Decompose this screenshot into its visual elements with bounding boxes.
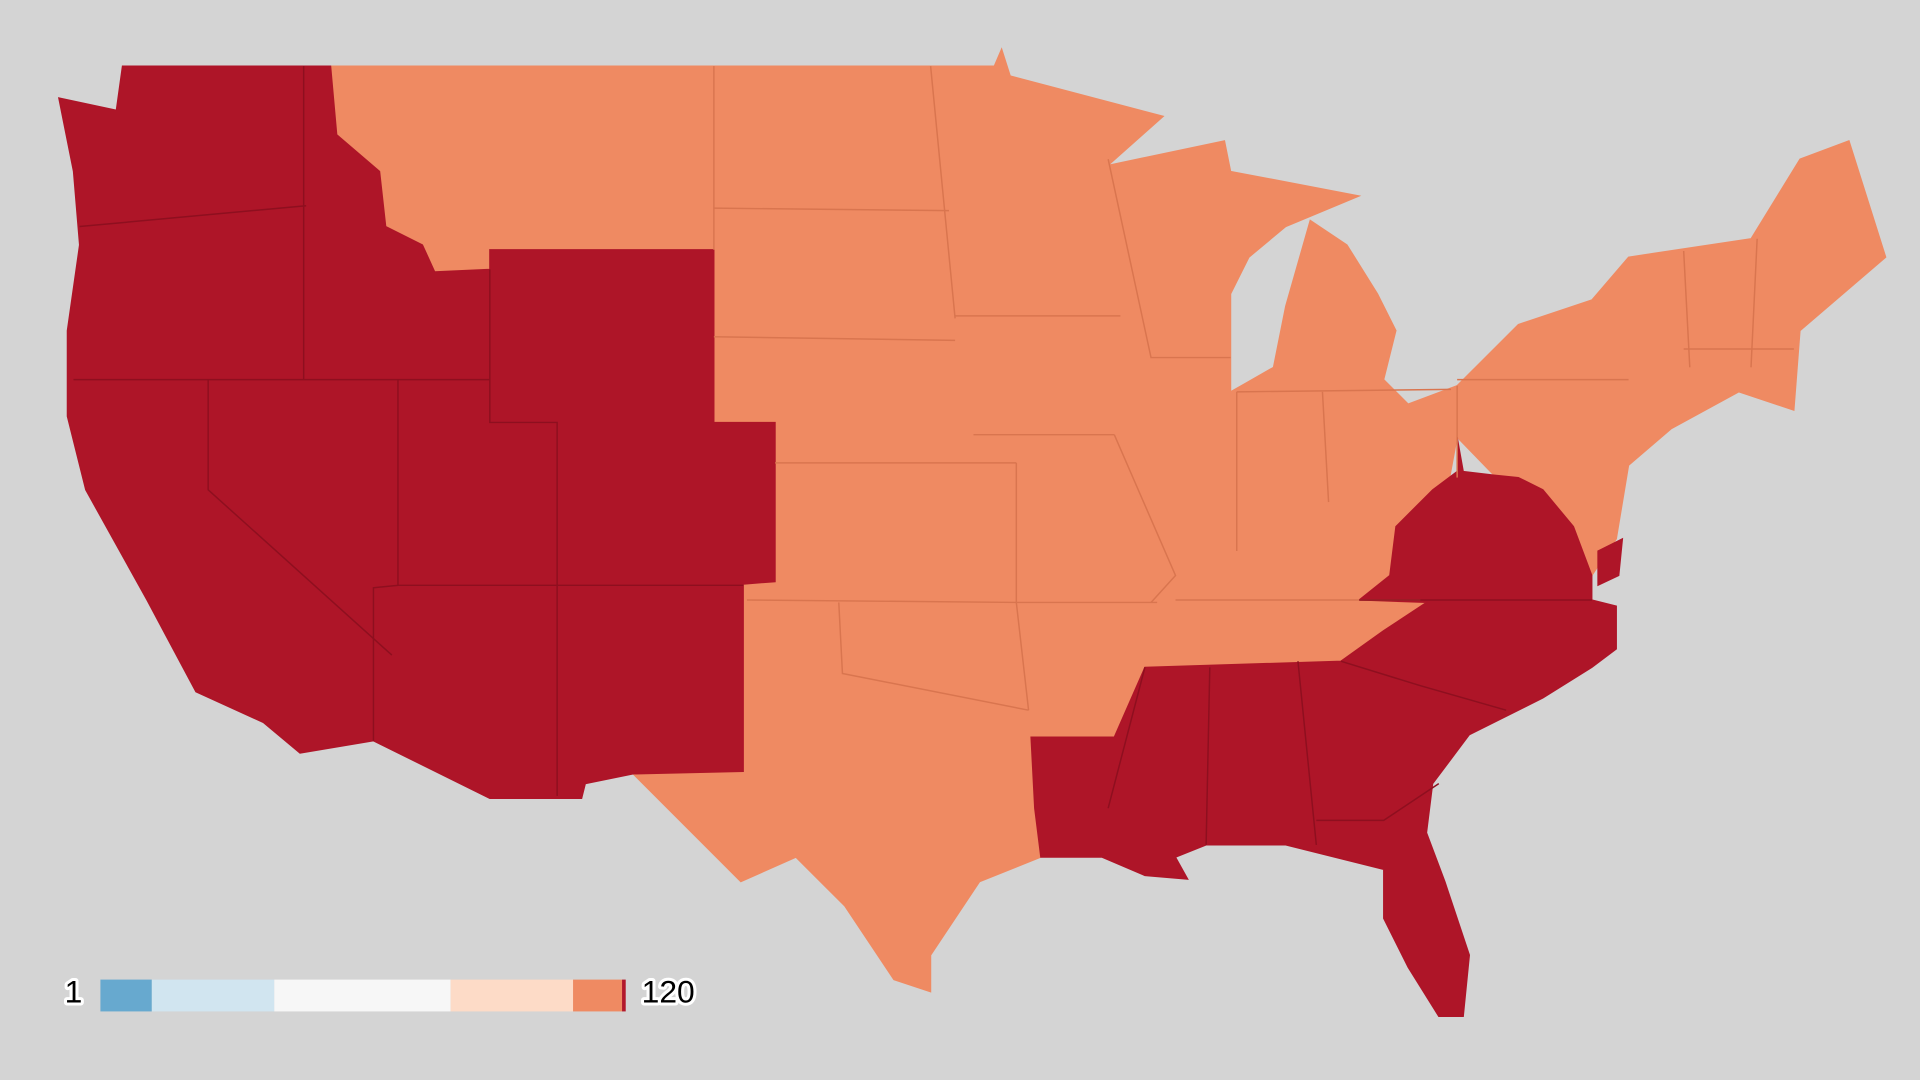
state-region xyxy=(1597,537,1624,587)
legend-swatch xyxy=(450,979,574,1012)
state-border xyxy=(1236,388,1452,393)
state-border xyxy=(1750,238,1758,368)
state-border xyxy=(713,336,956,342)
legend: 1 120 xyxy=(62,971,698,1013)
legend-swatch xyxy=(622,979,626,1012)
state-border xyxy=(1113,434,1177,603)
state-border xyxy=(372,379,399,741)
state-border xyxy=(838,602,1029,711)
state-borders xyxy=(73,66,1794,845)
state-border xyxy=(79,204,307,228)
state-border xyxy=(1340,660,1507,711)
legend-swatch xyxy=(100,979,152,1012)
legend-swatch xyxy=(573,979,623,1012)
state-border xyxy=(1682,250,1691,368)
state-border xyxy=(1205,667,1211,845)
state-region xyxy=(57,65,776,799)
regions xyxy=(57,47,1887,1017)
legend-swatch xyxy=(151,979,275,1012)
legend-swatch xyxy=(274,979,451,1012)
state-border xyxy=(713,207,949,212)
state-border xyxy=(1015,462,1158,604)
state-border xyxy=(1107,159,1231,359)
state-border xyxy=(489,269,558,796)
state-border xyxy=(207,379,393,656)
state-border xyxy=(1107,667,1146,809)
legend-min-label: 1 xyxy=(65,974,83,1010)
state-border xyxy=(1297,661,1318,845)
state-border xyxy=(1321,391,1330,503)
legend-max-label: 120 xyxy=(642,974,695,1010)
state-border xyxy=(1316,783,1440,822)
state-border xyxy=(929,66,956,319)
